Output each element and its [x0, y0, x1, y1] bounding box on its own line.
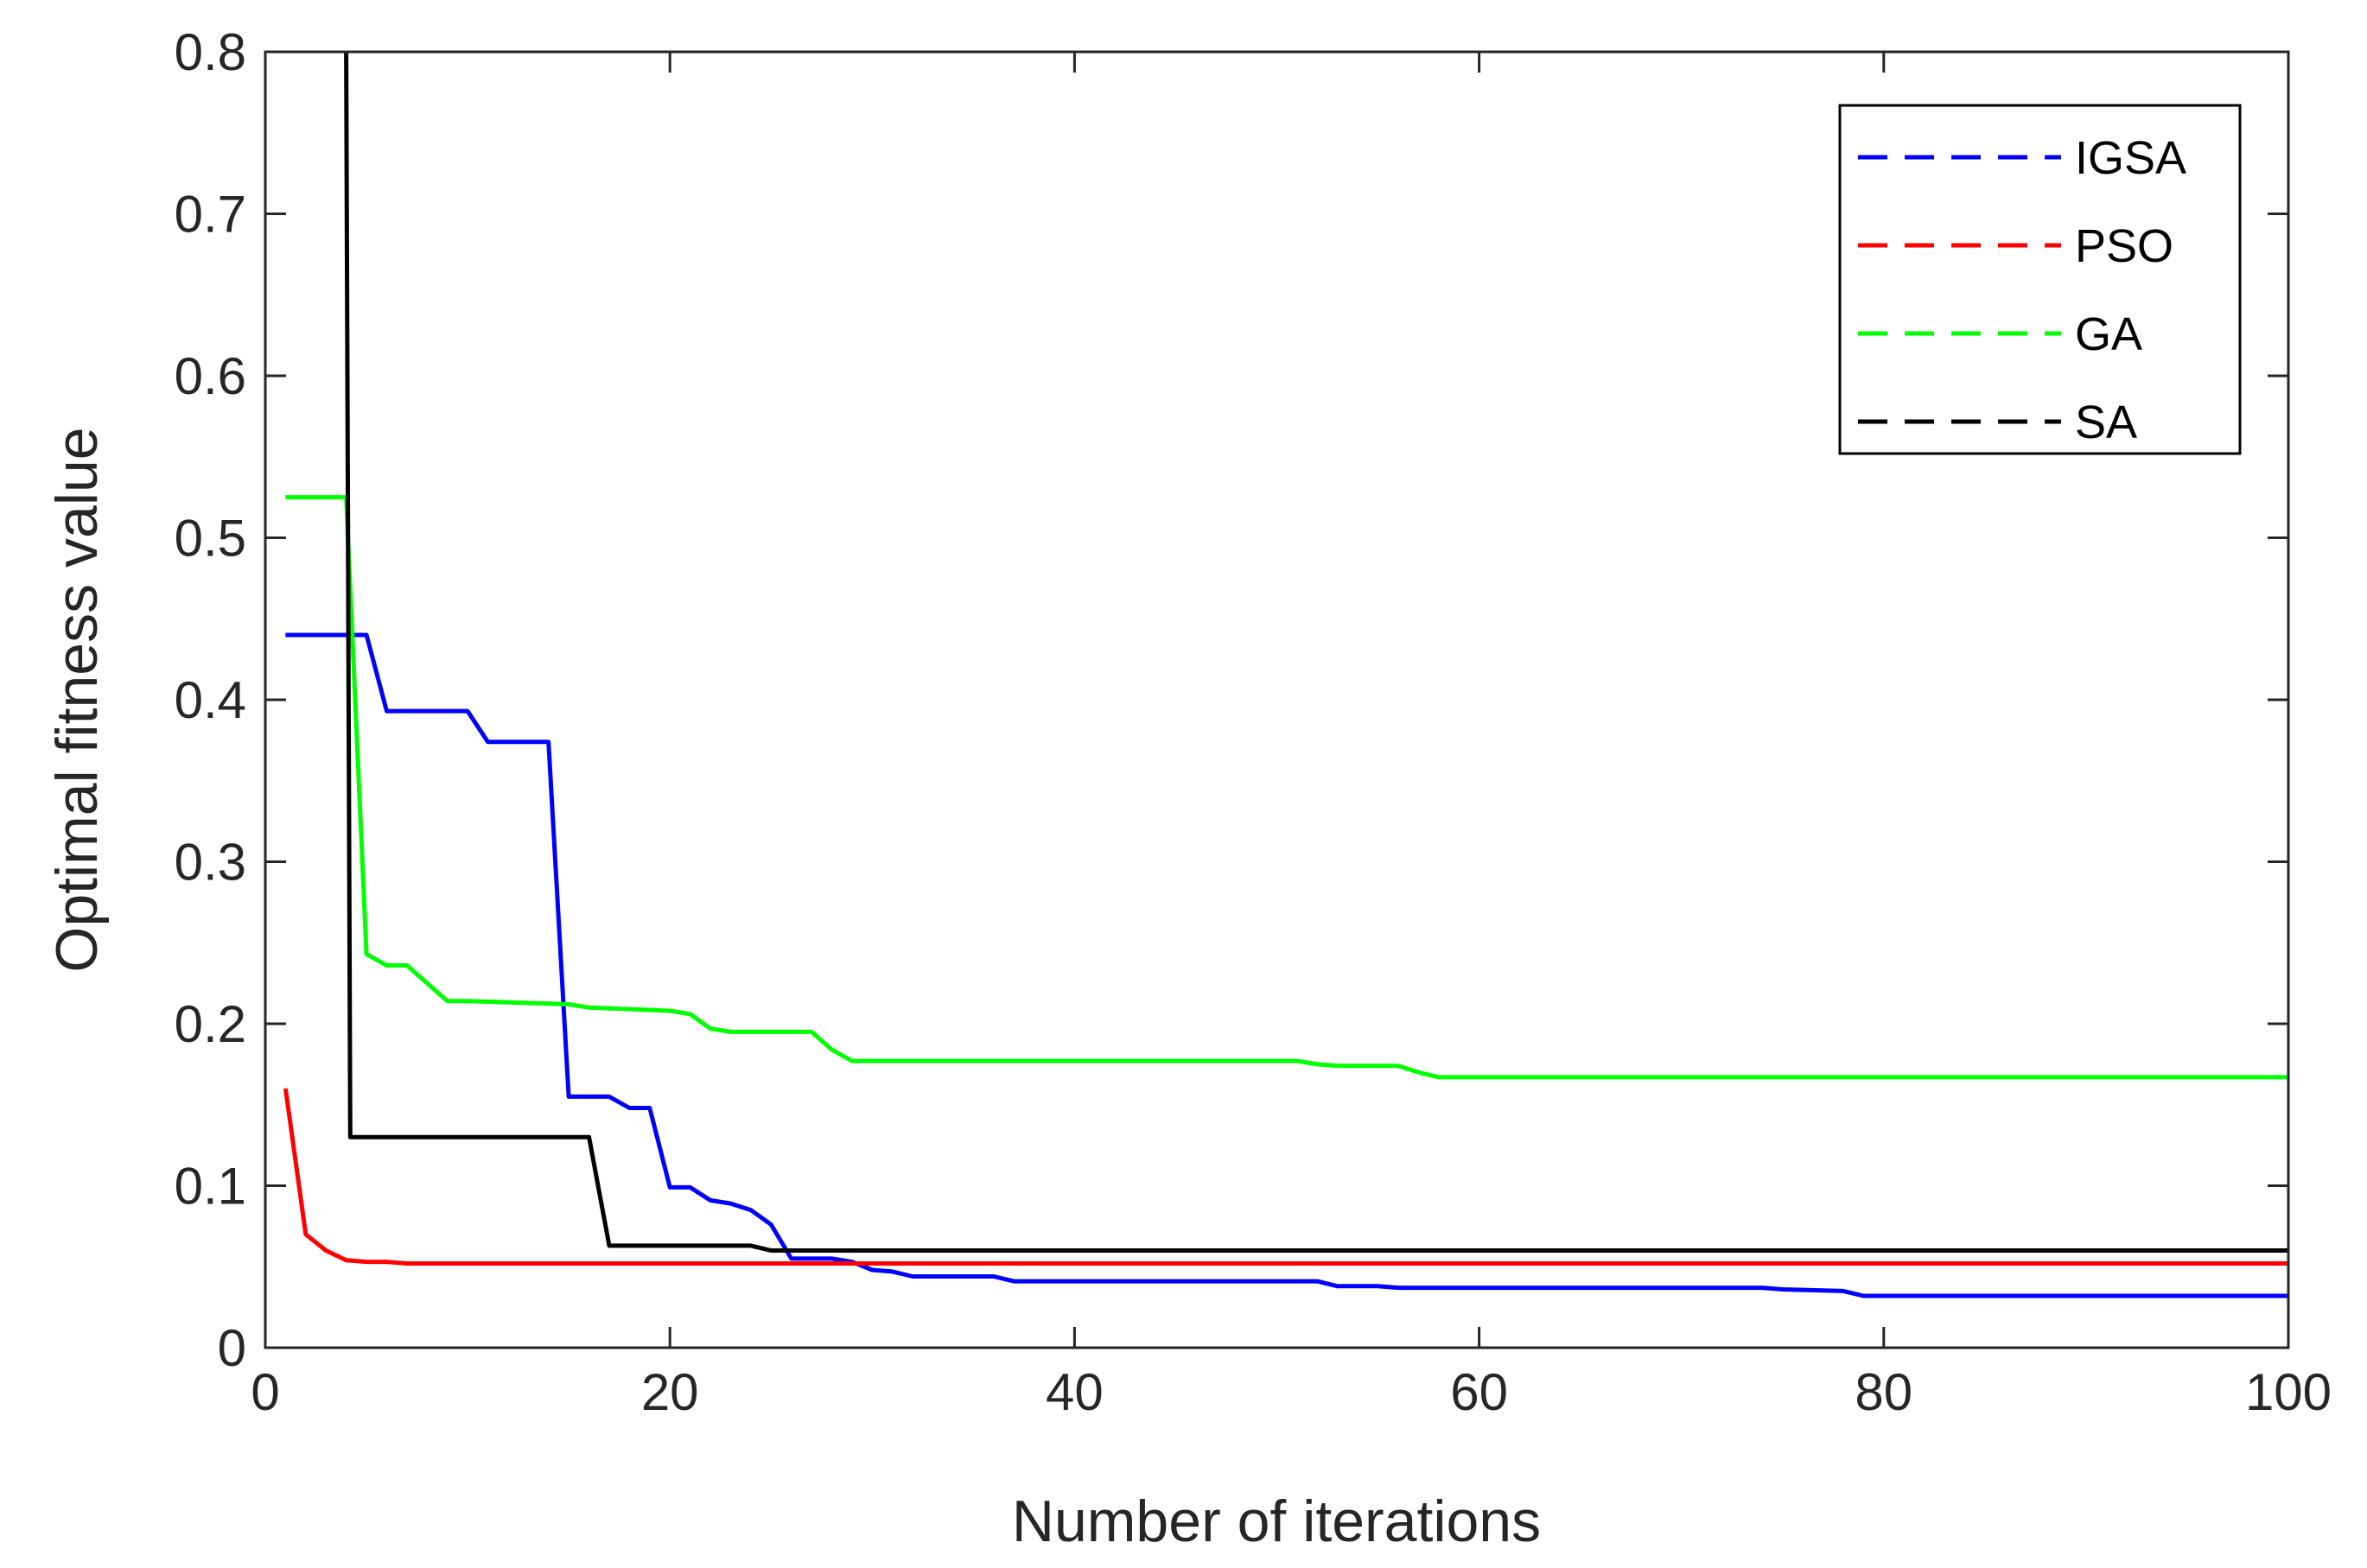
- y-tick-label: 0: [218, 1319, 246, 1377]
- legend-label-pso: PSO: [2075, 220, 2173, 272]
- series-line-igsa: [285, 632, 2288, 1298]
- x-tick-label: 0: [251, 1363, 279, 1421]
- legend-label-ga: GA: [2075, 308, 2142, 360]
- y-tick-label: 0.3: [175, 834, 246, 892]
- x-tick-label: 20: [641, 1363, 699, 1421]
- x-axis-label: Number of iterations: [1012, 1489, 1541, 1554]
- legend-label-igsa: IGSA: [2075, 132, 2186, 184]
- series-layer: [283, 51, 2288, 1298]
- y-tick-label: 0.5: [175, 510, 246, 568]
- x-tick-label: 40: [1046, 1363, 1104, 1421]
- series-line-sa: [344, 51, 2288, 1253]
- y-tick-label: 0.4: [175, 671, 246, 729]
- legend-label-sa: SA: [2075, 397, 2137, 448]
- x-tick-label: 60: [1450, 1363, 1508, 1421]
- x-tick-label: 100: [2245, 1363, 2332, 1421]
- y-tick-label: 0.1: [175, 1158, 246, 1216]
- series-line-pso: [283, 1088, 2288, 1266]
- legend: IGSA PSO GA SA: [1838, 104, 2242, 455]
- y-tick-label: 0.2: [175, 995, 246, 1053]
- series-line-ga: [285, 495, 2288, 1080]
- tick-layer: 0 20 40 60 80 100 0 0.1 0.2 0.3 0.4 0.5 0.6 0.7 0.8: [175, 23, 2332, 1421]
- y-tick-label: 0.6: [175, 347, 246, 405]
- y-tick-label: 0.8: [175, 23, 246, 81]
- y-tick-label: 0.7: [175, 186, 246, 244]
- legend-box: [1838, 104, 2242, 455]
- x-tick-label: 80: [1855, 1363, 1912, 1421]
- y-axis-label: Optimal fitness value: [44, 427, 110, 972]
